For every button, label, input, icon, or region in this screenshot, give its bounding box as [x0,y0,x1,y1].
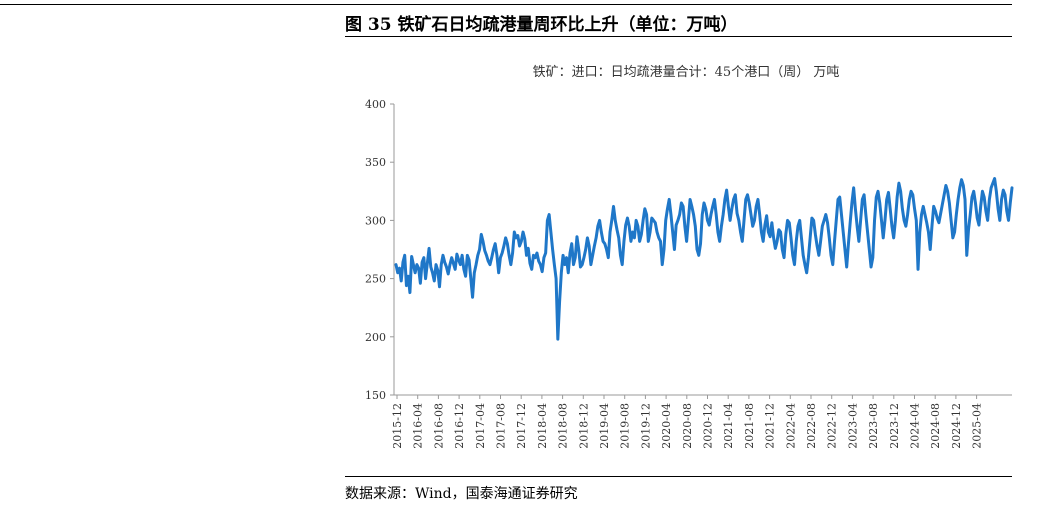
x-tick-label: 2018-04 [536,403,549,449]
x-tick-label: 2020-12 [702,403,715,449]
y-tick-label: 200 [365,331,386,344]
top-rule [0,4,1012,5]
x-tick-label: 2023-08 [867,403,880,449]
x-tick-label: 2023-04 [846,403,859,449]
x-tick-label: 2019-04 [598,403,611,449]
x-tick-label: 2016-12 [453,403,466,449]
x-tick-label: 2024-04 [909,403,922,449]
x-tick-label: 2019-12 [639,403,652,449]
x-tick-label: 2021-04 [722,403,735,449]
x-tick-label: 2022-08 [805,403,818,449]
x-tick-label: 2017-08 [495,403,508,449]
x-tick-label: 2022-04 [784,403,797,449]
bottom-rule [345,476,1012,477]
x-tick-label: 2024-08 [929,403,942,449]
x-tick-label: 2016-08 [432,403,445,449]
y-axis: 150 200 250 300 350 400 [365,98,395,402]
x-tick-label: 2018-08 [557,403,570,449]
chart-title: 铁矿：进口：日均疏港量合计：45个港口（周） 万吨 [533,65,840,80]
x-tick-label: 2025-04 [971,403,984,449]
x-axis: 2015-12 2016-04 2016-08 2016-12 2017-04 2017-… [391,394,1012,449]
y-tick-label: 400 [365,98,386,111]
x-tick-label: 2024-12 [950,403,963,449]
x-tick-label: 2022-12 [826,403,839,449]
series-line [394,177,1014,341]
x-tick-label: 2016-04 [412,403,425,449]
y-tick-label: 150 [365,389,386,402]
y-tick-label: 300 [365,214,386,227]
x-tick-label: 2015-12 [391,403,404,449]
y-tick-label: 350 [365,156,386,169]
x-tick-label: 2017-12 [515,403,528,449]
title-rule [345,36,1012,37]
x-tick-label: 2020-04 [660,403,673,449]
source-note: 数据来源：Wind，国泰海通证券研究 [345,486,578,502]
figure-title: 图 35 铁矿石日均疏港量周环比上升（单位：万吨） [345,15,738,35]
x-tick-label: 2021-08 [743,403,756,449]
x-tick-label: 2023-12 [888,403,901,449]
x-tick-label: 2019-08 [619,403,632,449]
x-tick-label: 2021-12 [764,403,777,449]
y-tick-label: 250 [365,273,386,286]
x-tick-label: 2018-12 [577,403,590,449]
x-tick-label: 2020-08 [681,403,694,449]
x-tick-label: 2017-04 [474,403,487,449]
